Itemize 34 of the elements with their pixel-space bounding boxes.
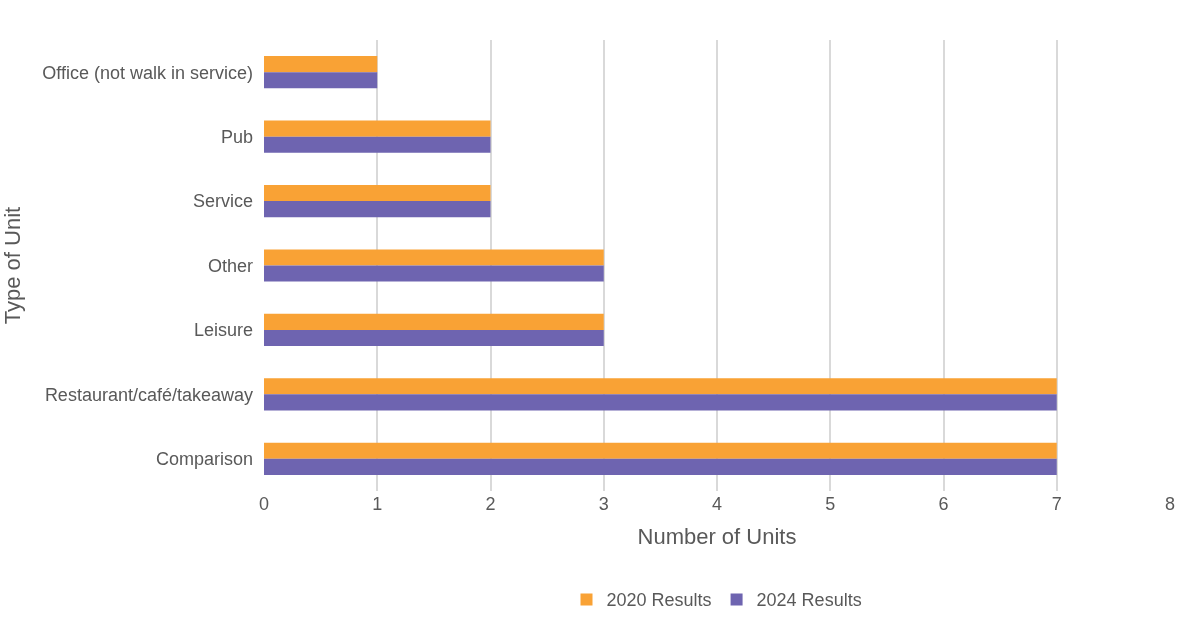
bar (264, 394, 1057, 411)
x-tick-label: 0 (258, 494, 270, 514)
legend-label: 2020 Results (606, 590, 712, 611)
y-tick-label: Pub (220, 126, 253, 147)
bar (264, 136, 491, 153)
bar (264, 329, 604, 347)
bar (264, 72, 378, 89)
x-tick-label: 2 (485, 494, 496, 514)
x-tick-label: 8 (1164, 494, 1176, 514)
x-tick-label: 5 (825, 494, 836, 514)
bar (264, 184, 491, 202)
bar (264, 249, 604, 266)
y-tick-label: Leisure (193, 320, 253, 341)
x-tick-label: 1 (372, 494, 383, 514)
y-tick-label: Comparison (155, 449, 253, 470)
bar (264, 313, 604, 330)
x-axis-title: Number of Units (637, 523, 797, 549)
legend-label: 2024 Results (756, 590, 862, 611)
y-tick-label: Service (192, 191, 253, 212)
y-axis-title: Type of Unit (0, 206, 26, 325)
y-tick-label: Restaurant/café/takeaway (44, 384, 253, 405)
x-tick-label: 6 (938, 494, 949, 514)
bar (264, 201, 491, 218)
x-tick-label: 4 (711, 494, 723, 514)
bar (264, 458, 1057, 475)
x-tick-label: 3 (598, 494, 609, 514)
y-tick-label: Other (207, 255, 253, 276)
x-tick-label: 7 (1051, 494, 1062, 514)
y-tick-label: Office (not walk in service) (42, 62, 253, 83)
bar (264, 378, 1057, 395)
bar (264, 442, 1057, 459)
bar (264, 56, 378, 73)
bar (264, 265, 604, 282)
bar (264, 120, 491, 137)
